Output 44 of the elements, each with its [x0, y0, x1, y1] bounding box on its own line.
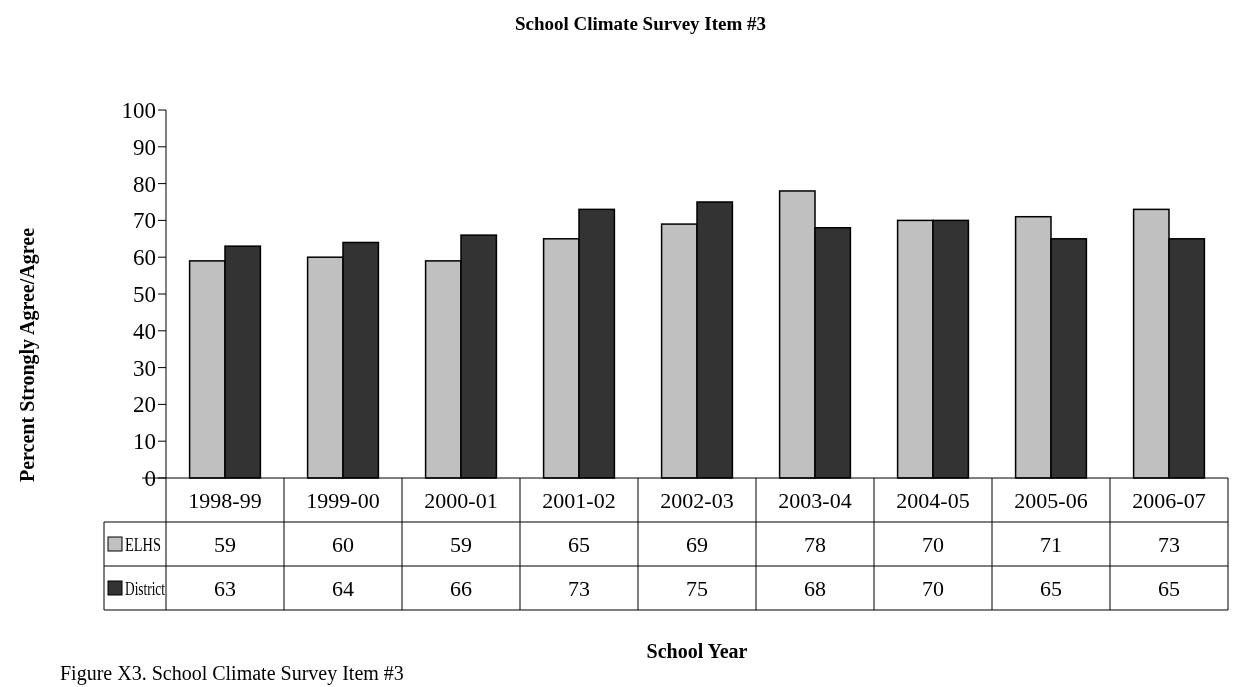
data-label: 73 [568, 575, 590, 601]
data-label: 66 [450, 575, 472, 601]
data-label: 60 [332, 531, 354, 557]
y-axis-title: Percent Strongly Agree/Agree [16, 227, 39, 483]
x-tick-label: 2002-03 [660, 487, 734, 513]
x-tick-label: 2001-02 [542, 487, 616, 513]
y-tick-label: 20 [133, 392, 156, 418]
legend-label: ELHS [125, 533, 173, 555]
y-tick-label: 40 [133, 318, 156, 344]
y-tick-label: 30 [133, 355, 156, 381]
chart-title: School Climate Survey Item #3 [514, 13, 767, 34]
x-tick-label: 2000-01 [424, 487, 498, 513]
y-tick-label: 70 [133, 208, 156, 234]
y-tick-label: 100 [121, 98, 156, 124]
data-label: 65 [1158, 575, 1180, 601]
data-label: 59 [450, 531, 472, 557]
data-label: 70 [922, 575, 944, 601]
data-label: 63 [214, 575, 236, 601]
y-tick-label: 0 [144, 466, 156, 492]
x-tick-label: 2003-04 [778, 487, 852, 513]
data-label: 65 [568, 531, 590, 557]
data-label: 78 [804, 531, 826, 557]
legend-label: District [125, 577, 182, 599]
data-label: 64 [332, 575, 354, 601]
data-label: 69 [686, 531, 708, 557]
data-label: 75 [686, 575, 708, 601]
x-tick-label: 1999-00 [306, 487, 380, 513]
caption: Figure X3. School Climate Survey Item #3 [60, 662, 404, 685]
data-label: 73 [1158, 531, 1180, 557]
data-label: 59 [214, 531, 236, 557]
data-label: 71 [1040, 531, 1062, 557]
x-tick-label: 1998-99 [188, 487, 262, 513]
data-label: 70 [922, 531, 944, 557]
text: School Year [646, 640, 748, 662]
x-tick-label: 2006-07 [1132, 487, 1206, 513]
x-tick-label: 2004-05 [896, 487, 970, 513]
data-label: 68 [804, 575, 826, 601]
x-tick-label: 2005-06 [1014, 487, 1088, 513]
y-tick-label: 50 [133, 282, 156, 308]
y-tick-label: 90 [133, 134, 156, 160]
y-tick-label: 10 [133, 429, 156, 455]
y-tick-label: 80 [133, 171, 156, 197]
y-tick-label: 60 [133, 245, 156, 271]
data-label: 65 [1040, 575, 1062, 601]
